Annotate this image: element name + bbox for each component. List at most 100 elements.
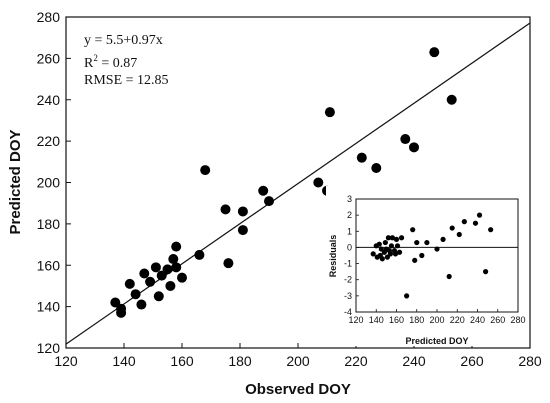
inset-background: [326, 186, 518, 346]
inset-x-tick-label: 120: [348, 315, 363, 325]
inset-y-tick-label: 3: [347, 194, 352, 204]
main-x-tick-label: 200: [286, 353, 310, 369]
main-y-tick-label: 180: [37, 216, 61, 232]
inset-y-tick-label: 0: [347, 242, 352, 252]
main-data-point: [171, 262, 182, 273]
main-data-point: [409, 142, 419, 153]
main-data-point: [223, 258, 234, 269]
inset-data-point: [424, 239, 430, 246]
inset-x-tick-label: 220: [450, 315, 465, 325]
main-data-point: [429, 47, 440, 58]
main-x-tick-label: 280: [518, 353, 542, 369]
r-squared-prefix: R: [84, 56, 94, 71]
main-tick-layer: 120 140 160 180 200 220 240 260 2801201401601802…: [37, 9, 542, 369]
main-data-point: [150, 262, 161, 273]
inset-data-point: [461, 219, 467, 225]
main-y-tick-label: 240: [37, 92, 61, 108]
main-data-point: [162, 264, 173, 275]
inset-points-layer: [370, 212, 494, 299]
main-data-point: [258, 185, 269, 196]
inset-x-tick-label: 240: [470, 315, 485, 325]
main-y-tick-label: 280: [37, 9, 61, 25]
main-data-point: [139, 268, 150, 279]
main-y-tick-label: 260: [37, 50, 61, 66]
inset-y-tick-label: -3: [344, 291, 352, 301]
inset-x-axis-title: Predicted DOY: [405, 336, 468, 346]
main-y-tick-label: 140: [37, 299, 61, 315]
inset-data-point: [410, 227, 416, 233]
inset-data-point: [389, 235, 396, 241]
inset-data-point: [404, 293, 410, 299]
main-data-point: [116, 303, 127, 314]
inset-data-point: [472, 220, 479, 226]
inset-data-point: [412, 257, 418, 263]
main-y-axis-title: Predicted DOY: [7, 129, 24, 234]
inset-y-axis-title: Residuals: [328, 235, 338, 278]
inset-y-tick-label: 1: [347, 226, 352, 236]
inset-x-tick-label: 180: [409, 315, 424, 325]
main-data-point: [371, 163, 382, 174]
inset-data-point: [370, 251, 376, 257]
r-squared-value: = 0.87: [98, 56, 137, 71]
main-y-tick-label: 200: [37, 175, 61, 191]
inset-data-point: [414, 239, 420, 246]
inset-x-tick-label: 200: [429, 315, 444, 325]
main-data-point: [356, 152, 367, 163]
main-data-point: [168, 254, 179, 265]
main-data-point: [145, 276, 156, 287]
inset-y-tick-label: -2: [344, 275, 352, 285]
main-data-point: [171, 241, 182, 252]
main-data-point: [313, 177, 324, 188]
inset-data-point: [393, 236, 400, 242]
r-squared-superscript: 2: [93, 53, 98, 63]
inset-data-point: [394, 243, 401, 249]
inset-data-point: [419, 252, 425, 259]
inset-data-point: [388, 243, 395, 249]
main-data-point: [446, 94, 457, 105]
main-data-point: [165, 280, 176, 291]
r-squared-label: R2 = 0.87: [84, 53, 137, 71]
main-data-point: [177, 272, 187, 283]
main-data-point: [264, 196, 274, 207]
main-x-tick-label: 240: [402, 353, 426, 369]
main-x-tick-label: 160: [170, 353, 194, 369]
inset-x-tick-label: 280: [510, 315, 525, 325]
main-data-point: [153, 291, 164, 302]
inset-data-point: [385, 235, 391, 241]
inset-data-point: [434, 246, 440, 252]
fit-equation: y = 5.5+0.97x: [84, 33, 163, 48]
main-y-tick-label: 220: [37, 133, 61, 149]
inset-data-point: [483, 269, 489, 275]
main-data-point: [130, 289, 141, 300]
main-y-tick-label: 160: [37, 257, 61, 273]
inset-data-point: [387, 251, 394, 257]
main-data-point: [324, 107, 335, 118]
main-data-point: [124, 278, 135, 289]
main-x-tick-label: 180: [228, 353, 252, 369]
main-points-layer: [110, 47, 457, 318]
inset-data-point: [446, 273, 452, 280]
inset-data-point: [488, 227, 494, 233]
main-x-axis-title: Observed DOY: [245, 381, 351, 398]
main-y-tick-label: 120: [37, 340, 61, 356]
inset-data-point: [379, 256, 385, 262]
main-data-point: [237, 206, 248, 217]
inset-data-point: [398, 235, 405, 241]
inset-tick-layer: 120 140 160 180 200 220 240 260 280 -4 -3 -2 -1 0 1 2 3: [344, 194, 526, 325]
main-x-tick-label: 220: [344, 353, 368, 369]
inset-data-point: [396, 249, 403, 255]
inset-data-point: [449, 225, 455, 231]
inset-x-tick-label: 260: [490, 315, 505, 325]
inset-data-point: [476, 212, 483, 218]
main-x-tick-label: 120: [54, 353, 78, 369]
main-x-tick-label: 140: [112, 353, 136, 369]
main-data-point: [194, 249, 205, 260]
inset-data-point: [392, 251, 399, 257]
inset-y-tick-label: -1: [344, 259, 352, 269]
regression-line: [65, 22, 531, 345]
main-fit-layer: [65, 22, 531, 345]
main-x-tick-label: 260: [460, 353, 484, 369]
inset-data-point: [456, 231, 462, 238]
main-data-point: [400, 134, 411, 145]
